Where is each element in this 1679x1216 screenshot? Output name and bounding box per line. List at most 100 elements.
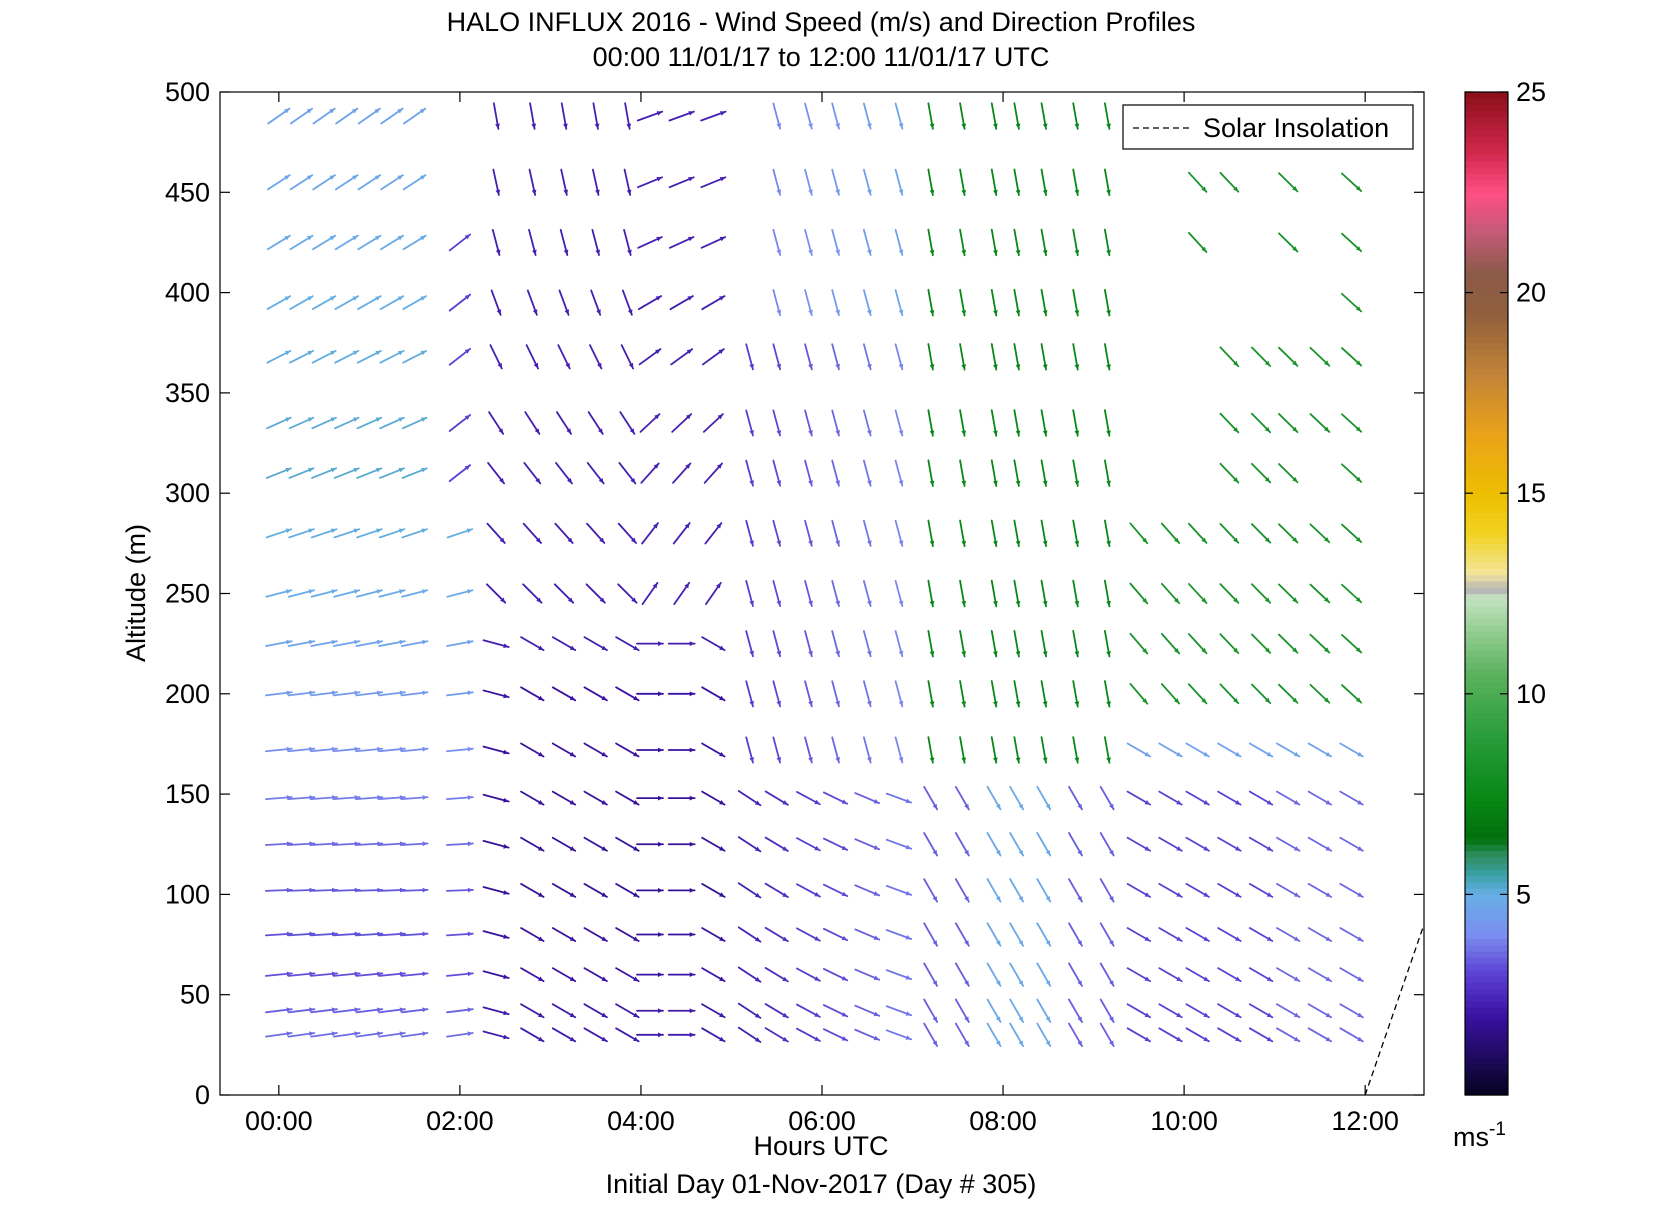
colorbar-band xyxy=(1465,957,1508,964)
colorbar-band xyxy=(1465,355,1508,363)
wind-vector-head xyxy=(535,537,542,543)
wind-vector-head xyxy=(420,417,427,422)
colorbar-band xyxy=(1465,599,1508,607)
wind-vector-head xyxy=(352,296,359,301)
wind-vector-head xyxy=(776,757,782,763)
wind-vector-head xyxy=(467,971,473,977)
wind-vector-head xyxy=(422,690,428,696)
wind-vector-head xyxy=(467,931,473,937)
wind-vector-head xyxy=(654,414,660,420)
wind-vector-head xyxy=(464,348,471,354)
wind-vector-head xyxy=(658,1032,663,1038)
wind-vector-head xyxy=(1266,1012,1273,1018)
wind-vector-head xyxy=(534,428,540,434)
wind-vector-head xyxy=(352,175,358,180)
wind-vector-head xyxy=(569,800,576,805)
wind-vector-head xyxy=(1264,477,1271,483)
wind-vector-head xyxy=(867,650,872,657)
wind-vector-head xyxy=(905,890,912,896)
colorbar-band xyxy=(1465,781,1508,789)
wind-vector-head xyxy=(716,463,723,469)
colorbar-band xyxy=(1465,129,1508,137)
y-tick-label: 200 xyxy=(165,679,210,709)
colorbar-band xyxy=(1465,524,1508,532)
colorbar-tick-label: 5 xyxy=(1516,879,1531,909)
wind-vector-head xyxy=(1176,892,1182,897)
colorbar-band xyxy=(1465,812,1508,820)
colorbar-band xyxy=(1465,856,1508,864)
wind-vector-head xyxy=(467,746,473,752)
wind-vector-head xyxy=(374,108,381,114)
colorbar-band xyxy=(1465,555,1508,563)
wind-vector-head xyxy=(929,757,935,763)
wind-vector-head xyxy=(1077,849,1082,856)
wind-vector-head xyxy=(330,417,336,422)
wind-vector-head xyxy=(633,751,639,757)
wind-vector-head xyxy=(1355,426,1362,432)
colorbar-band xyxy=(1465,894,1508,902)
colorbar-band xyxy=(1465,969,1508,977)
wind-vector-head xyxy=(929,189,935,196)
colorbar-band xyxy=(1465,424,1508,432)
plot-area: 00:00 02:00 04:00 06:00 08:00 10:00 12:00 0 50 1… xyxy=(165,77,1425,1136)
wind-vector-head xyxy=(1233,427,1239,433)
wind-vector-head xyxy=(867,757,872,763)
wind-vector-head xyxy=(538,695,544,701)
colorbar-band xyxy=(1465,380,1508,388)
colorbar-tick-label: 15 xyxy=(1516,478,1546,508)
colorbar-band xyxy=(1465,1044,1508,1052)
wind-vector-head xyxy=(688,176,694,182)
colorbar-band xyxy=(1465,110,1508,118)
wind-vector-head xyxy=(961,364,967,370)
wind-vector-head xyxy=(1235,751,1241,757)
wind-vector-head xyxy=(1264,537,1271,543)
colorbar-band xyxy=(1465,712,1508,720)
wind-vector-head xyxy=(1292,426,1298,433)
wind-vector-head xyxy=(1109,940,1114,946)
wind-vector-head xyxy=(331,746,338,752)
wind-vector-head xyxy=(1077,803,1082,810)
chart-title: HALO INFLUX 2016 - Wind Speed (m/s) and … xyxy=(447,7,1196,37)
colorbar-band xyxy=(1465,963,1508,971)
colorbar-band xyxy=(1465,725,1508,733)
wind-vector-head xyxy=(689,747,695,753)
colorbar-band xyxy=(1465,1038,1508,1046)
wind-vector-head xyxy=(630,477,636,484)
colorbar-band xyxy=(1465,135,1508,143)
wind-vector-head xyxy=(689,795,695,801)
wind-vector-head xyxy=(993,757,998,763)
wind-vector-head xyxy=(1325,976,1332,982)
colorbar-band xyxy=(1465,468,1508,475)
wind-vector-head xyxy=(749,363,754,370)
colorbar-band xyxy=(1465,104,1508,112)
colorbar-band xyxy=(1465,317,1508,325)
colorbar-band xyxy=(1465,311,1508,319)
colorbar-band xyxy=(1465,92,1508,99)
wind-vector-head xyxy=(329,175,335,180)
wind-vector-head xyxy=(1074,123,1080,129)
wind-vector-head xyxy=(1077,980,1082,986)
wind-vector-head xyxy=(1264,360,1271,367)
wind-vector-head xyxy=(503,797,509,803)
colorbar-band xyxy=(1465,800,1508,808)
colorbar-band xyxy=(1465,1019,1508,1027)
wind-vector-head xyxy=(329,108,335,114)
wind-vector-head xyxy=(285,528,292,534)
wind-vector-head xyxy=(898,757,904,763)
wind-vector-head xyxy=(399,639,405,645)
wind-vector-head xyxy=(595,249,601,256)
colorbar-band xyxy=(1465,386,1508,394)
wind-vector-head xyxy=(719,236,726,242)
wind-vector-head xyxy=(1077,1040,1082,1047)
wind-vector-head xyxy=(564,309,570,315)
wind-vector-head xyxy=(841,891,848,897)
colorbar-band xyxy=(1465,906,1508,914)
wind-vector-head xyxy=(776,480,782,486)
wind-vector-head xyxy=(1074,701,1080,707)
wind-vector-head xyxy=(495,123,500,129)
wind-vector-head xyxy=(1201,246,1207,253)
wind-vector-head xyxy=(961,430,967,436)
colorbar-band xyxy=(1465,305,1508,313)
colorbar-band xyxy=(1465,280,1508,287)
wind-vector-head xyxy=(1042,480,1048,486)
